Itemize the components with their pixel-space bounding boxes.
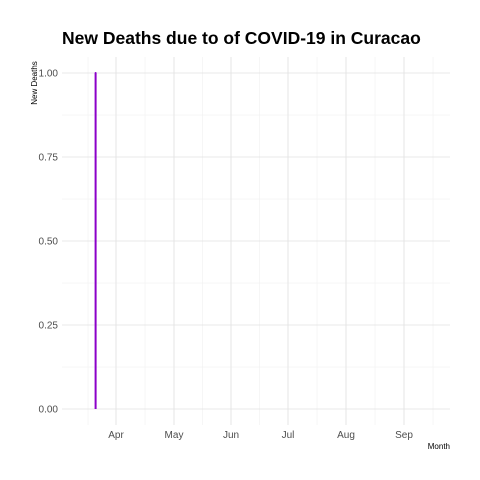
- y-axis-ticks: 0.00 0.25 0.50 0.75 1.00: [39, 69, 59, 416]
- major-gridlines: [62, 57, 450, 425]
- y-tick-label: 1.00: [39, 69, 59, 80]
- y-tick-label: 0.50: [39, 237, 59, 248]
- x-tick-label: Sep: [395, 430, 413, 441]
- x-axis-label: Month: [428, 442, 450, 451]
- y-tick-label: 0.75: [39, 153, 59, 164]
- chart-title: New Deaths due to of COVID-19 in Curacao: [62, 28, 421, 48]
- x-tick-label: May: [165, 430, 184, 441]
- y-tick-label: 0.25: [39, 321, 59, 332]
- x-tick-label: Jun: [223, 430, 239, 441]
- x-tick-label: Apr: [108, 430, 124, 441]
- x-tick-label: Jul: [282, 430, 295, 441]
- x-axis-ticks: Apr May Jun Jul Aug Sep: [108, 430, 413, 441]
- x-tick-label: Aug: [337, 430, 355, 441]
- y-tick-label: 0.00: [39, 405, 59, 416]
- y-axis-label: New Deaths: [30, 61, 39, 105]
